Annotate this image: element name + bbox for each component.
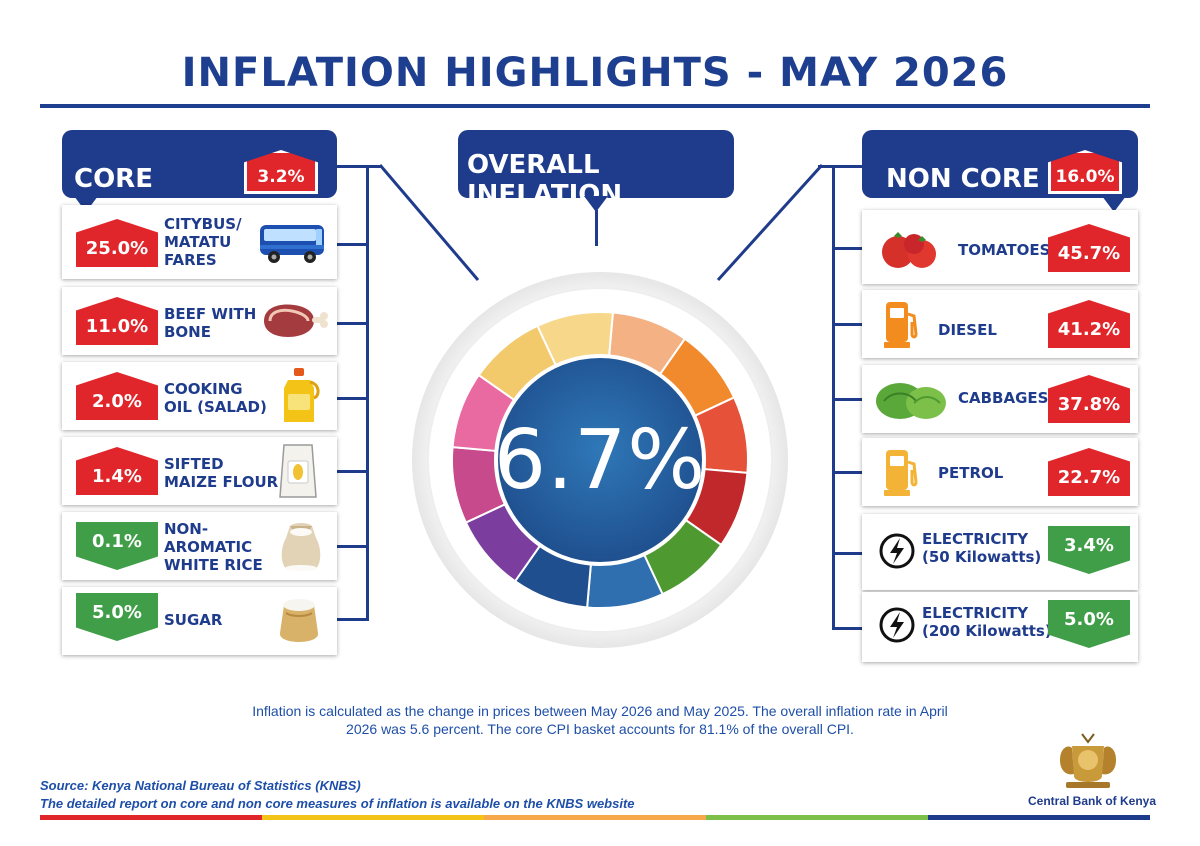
core-item-value: 1.4% [76,447,158,495]
non-core-tick [832,471,862,474]
non-core-connector-diagonal [716,163,824,282]
non-core-tick [832,323,862,326]
overall-inflation-value: 6.7% [493,412,707,508]
non-core-item-card: CABBAGES 37.8% [862,365,1138,433]
core-tick [337,322,367,325]
core-connector-diagonal [378,164,480,281]
non-core-item-card: ELECTRICITY (50 Kilowatts) 3.4% [862,514,1138,590]
report-availability-line: The detailed report on core and non core… [40,796,635,811]
source-line: Source: Kenya National Bureau of Statist… [40,778,361,793]
core-tick [337,243,367,246]
bus-icon [260,225,324,263]
non-core-item-label: TOMATOES [958,241,1051,259]
footnote: Inflation is calculated as the change in… [252,703,948,737]
fuel-pump-icon [884,302,918,348]
footer-stripe [40,815,262,820]
overall-header: OVERALL INFLATION [458,130,734,210]
flour-bag-icon [279,444,317,498]
central-bank-name: Central Bank of Kenya [1028,794,1157,808]
core-item-value: 5.0% [76,593,158,641]
core-item-card: 5.0% SUGAR [62,587,337,655]
non-core-tick [832,552,862,555]
footer-stripe [484,815,706,820]
footer-stripe [262,815,484,820]
non-core-item-value: 41.2% [1048,300,1130,348]
non-core-bracket-top [818,165,863,168]
non-core-item-card: ELECTRICITY (200 Kilowatts) 5.0% [862,592,1138,662]
page-title: INFLATION HIGHLIGHTS - MAY 2026 [181,50,1009,96]
non-core-header-pointer [1102,196,1126,212]
non-core-item-value: 37.8% [1048,375,1130,423]
tomato-icon [882,232,936,268]
core-item-label: CITYBUS/ MATATU FARES [164,215,242,269]
non-core-item-value: 45.7% [1048,224,1130,272]
core-item-card: 2.0% COOKING OIL (SALAD) [62,362,337,430]
core-tick [337,470,367,473]
non-core-item-label: ELECTRICITY (50 Kilowatts) [922,530,1042,566]
beef-icon [264,304,328,337]
core-item-label: SIFTED MAIZE FLOUR [164,455,279,491]
non-core-item-card: DIESEL 41.2% [862,290,1138,358]
non-core-item-label: ELECTRICITY (200 Kilowatts) [922,604,1052,640]
fuel-pump-icon [884,450,918,496]
non-core-item-label: CABBAGES [958,389,1049,407]
footer-stripe [928,815,1150,820]
core-label: CORE [74,164,153,194]
non-core-label: NON CORE [886,164,1040,194]
non-core-item-value: 3.4% [1048,526,1130,574]
overall-connector [595,210,598,246]
non-core-tick [832,627,862,630]
core-tick [337,618,367,621]
core-item-value: 11.0% [76,297,158,345]
core-tick [337,397,367,400]
non-core-item-label: DIESEL [938,321,997,339]
rice-sack-icon [281,523,321,571]
footer-stripe [706,815,928,820]
non-core-tick [832,398,862,401]
non-core-item-card: TOMATOES 45.7% [862,210,1138,284]
core-item-card: 1.4% SIFTED MAIZE FLOUR [62,437,337,505]
core-item-value: 0.1% [76,522,158,570]
core-item-value: 2.0% [76,372,158,420]
sugar-sack-icon [279,599,319,642]
overall-inflation-donut [412,272,788,648]
non-core-tick [832,247,862,250]
lightning-icon [879,607,915,643]
core-item-value: 25.0% [76,219,158,267]
core-bracket-top [337,165,382,168]
cabbage-icon [876,383,946,419]
core-item-label: BEEF WITH BONE [164,305,257,341]
core-item-label: NON- AROMATIC WHITE RICE [164,520,263,574]
oil-bottle-icon [284,368,320,422]
non-core-bracket-spine [832,165,835,630]
core-item-label: COOKING OIL (SALAD) [164,380,267,416]
core-tick [337,545,367,548]
non-core-item-card: PETROL 22.7% [862,438,1138,506]
lightning-icon [879,533,915,569]
non-core-item-label: PETROL [938,464,1004,482]
title-divider [40,104,1150,108]
core-item-card: 11.0% BEEF WITH BONE [62,287,337,355]
overall-header-pointer [584,196,608,212]
core-item-card: 0.1% NON- AROMATIC WHITE RICE [62,512,337,580]
core-item-card: 25.0% CITYBUS/ MATATU FARES [62,205,337,279]
non-core-item-value: 5.0% [1048,600,1130,648]
core-item-label: SUGAR [164,611,223,629]
non-core-item-value: 22.7% [1048,448,1130,496]
donut-center [494,354,706,566]
central-bank-crest-icon [1060,733,1116,788]
core-bracket-spine [366,165,369,621]
